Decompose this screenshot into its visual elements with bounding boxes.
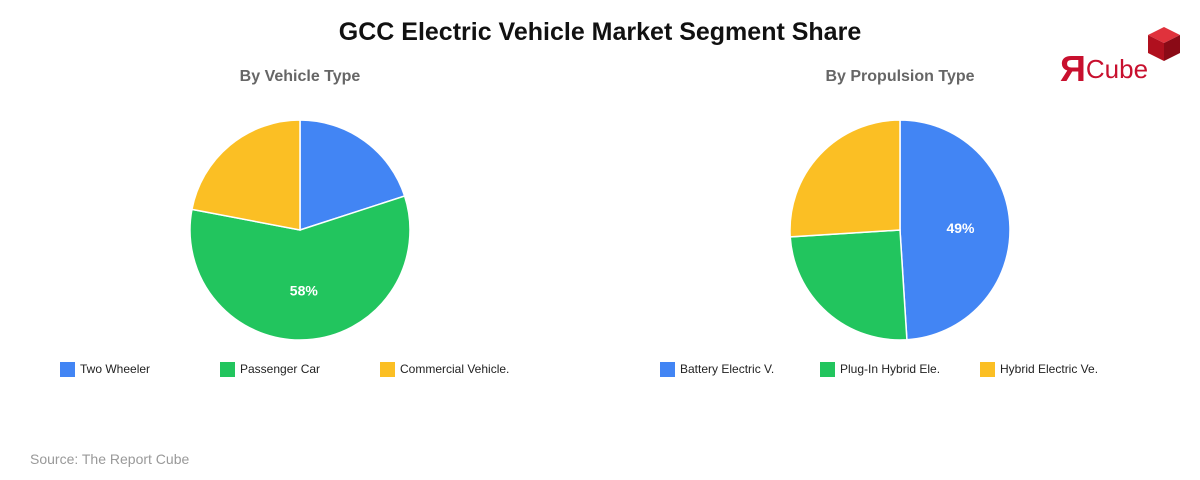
logo-mark: Я bbox=[1060, 48, 1086, 89]
pie-slice-two-wheeler[interactable] bbox=[299, 119, 406, 232]
propulsion-type-pie: 49% bbox=[789, 119, 1011, 341]
pie-data-label: 58% bbox=[290, 282, 319, 298]
pie-right-title: By Propulsion Type bbox=[825, 68, 975, 85]
legend-swatch bbox=[380, 362, 395, 377]
legend-label: Plug-In Hybrid Ele. bbox=[840, 362, 941, 376]
report-cube-logo: ЯCube bbox=[1060, 24, 1185, 89]
pie-slice-passenger-car[interactable] bbox=[189, 195, 411, 341]
legend-label: Battery Electric V. bbox=[680, 362, 775, 376]
pie-slice-plug-in-hybrid-ele[interactable] bbox=[789, 229, 908, 341]
pie-slice-battery-electric-v[interactable] bbox=[899, 119, 1011, 341]
legend-swatch bbox=[820, 362, 835, 377]
pie-slice-commercial-vehicle[interactable] bbox=[191, 119, 301, 231]
legend-label: Passenger Car bbox=[240, 362, 321, 376]
legend-swatch bbox=[220, 362, 235, 377]
logo-wordmark: ЯCube bbox=[1060, 48, 1148, 90]
legend-label: Commercial Vehicle. bbox=[400, 362, 510, 376]
vehicle-type-pie: 58% bbox=[189, 119, 411, 341]
pie-left-title: By Vehicle Type bbox=[239, 68, 361, 85]
legend-swatch bbox=[60, 362, 75, 377]
legend-label: Hybrid Electric Ve. bbox=[1000, 362, 1099, 376]
chart-title: GCC Electric Vehicle Market Segment Shar… bbox=[338, 18, 862, 46]
pie-data-label: 49% bbox=[946, 220, 975, 236]
logo-text: Cube bbox=[1085, 54, 1149, 84]
cube-icon bbox=[1148, 27, 1180, 61]
source-note: Source: The Report Cube bbox=[30, 451, 190, 467]
legend-swatch bbox=[980, 362, 995, 377]
legend-label: Two Wheeler bbox=[80, 362, 151, 376]
legend-swatch bbox=[660, 362, 675, 377]
pie-slice-hybrid-electric-ve[interactable] bbox=[789, 119, 901, 238]
